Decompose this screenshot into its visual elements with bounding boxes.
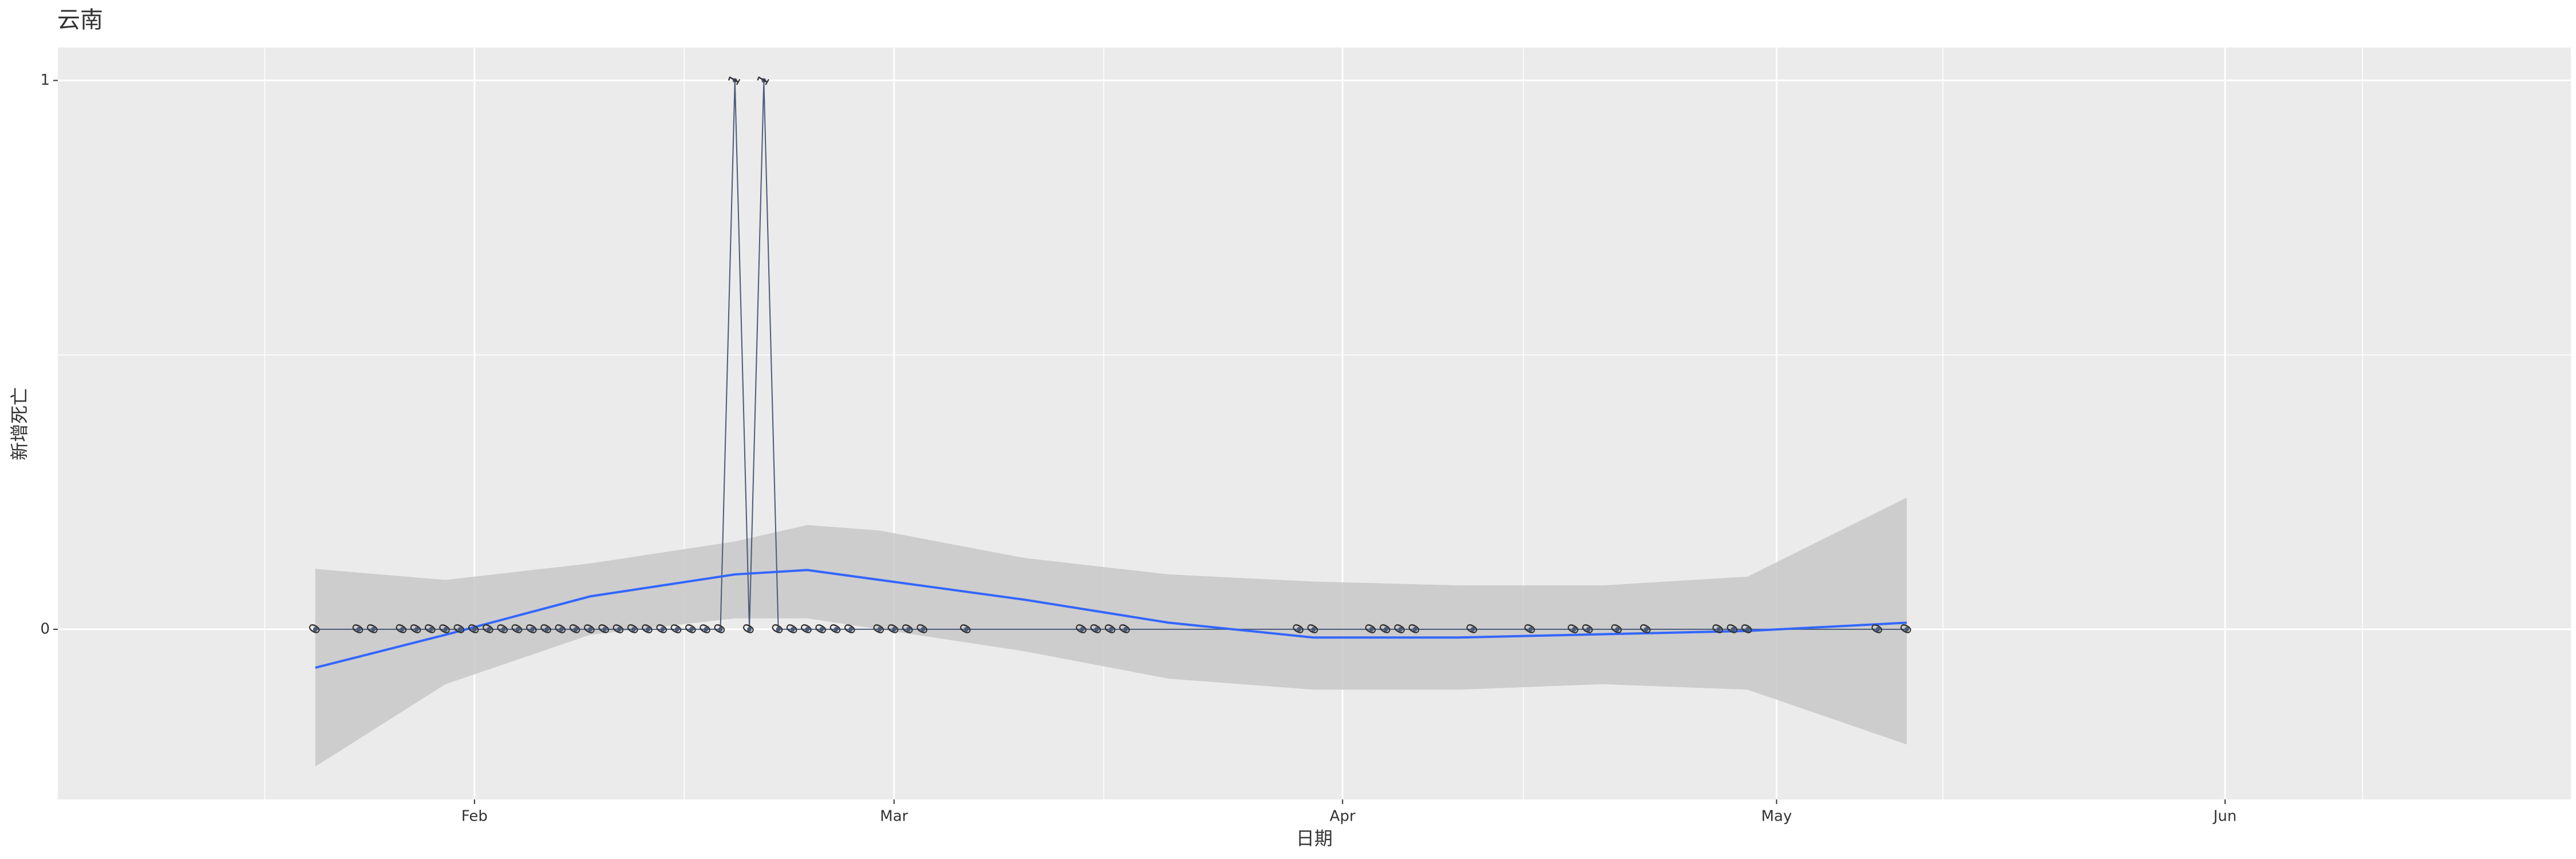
point: [1904, 626, 1909, 632]
point: [674, 626, 679, 632]
x-tick-label: Jun: [2212, 808, 2237, 825]
point: [1080, 626, 1085, 632]
point: [356, 626, 361, 632]
point: [443, 626, 448, 632]
point: [544, 626, 550, 632]
point: [588, 626, 593, 632]
confidence-band: [315, 497, 1907, 767]
smooth-line: [315, 569, 1907, 669]
x-tick-label: Mar: [880, 808, 908, 825]
y-tick-label: 0: [40, 620, 50, 637]
point: [732, 78, 737, 83]
point: [747, 626, 752, 632]
point: [414, 626, 419, 632]
point: [530, 626, 535, 632]
point: [776, 626, 781, 632]
point: [920, 626, 926, 632]
point: [515, 626, 520, 632]
point: [1571, 626, 1577, 632]
point: [1384, 626, 1389, 632]
point: [964, 626, 969, 632]
point: [1586, 626, 1591, 632]
point: [1412, 626, 1417, 632]
point: [573, 626, 578, 632]
y-axis-title: 新增死亡: [9, 387, 30, 460]
point: [833, 626, 839, 632]
chart-title: 云南: [57, 7, 103, 33]
point: [1398, 626, 1403, 632]
point: [718, 626, 723, 632]
point: [660, 626, 665, 632]
point: [1311, 626, 1316, 632]
point: [487, 626, 492, 632]
point: [1528, 626, 1533, 632]
point: [429, 626, 434, 632]
point: [1297, 626, 1302, 632]
point: [689, 626, 694, 632]
point: [370, 626, 376, 632]
x-tick-label: Feb: [461, 808, 488, 825]
point: [646, 626, 651, 632]
x-tick-label: Apr: [1330, 808, 1356, 825]
point: [559, 626, 564, 632]
point: [1644, 626, 1649, 632]
point: [906, 626, 911, 632]
point: [877, 626, 882, 632]
point: [617, 626, 622, 632]
point: [704, 626, 709, 632]
point: [819, 626, 824, 632]
point: [1745, 626, 1750, 632]
point: [602, 626, 607, 632]
point: [1094, 626, 1099, 632]
point: [400, 626, 405, 632]
point: [1369, 626, 1374, 632]
x-axis-title: 日期: [1296, 828, 1333, 849]
point: [501, 626, 506, 632]
point: [313, 626, 318, 632]
point: [1108, 626, 1113, 632]
point: [1615, 626, 1620, 632]
point: [1716, 626, 1721, 632]
point: [805, 626, 810, 632]
point: [1123, 626, 1128, 632]
point: [1875, 626, 1880, 632]
point: [1730, 626, 1736, 632]
point: [790, 626, 795, 632]
x-tick-label: May: [1761, 808, 1792, 825]
point: [457, 626, 463, 632]
point: [631, 626, 636, 632]
point: [1470, 626, 1475, 632]
point: [848, 626, 853, 632]
y-tick-label: 1: [40, 72, 50, 89]
point: [761, 78, 767, 83]
point: [891, 626, 896, 632]
point: [472, 626, 477, 632]
